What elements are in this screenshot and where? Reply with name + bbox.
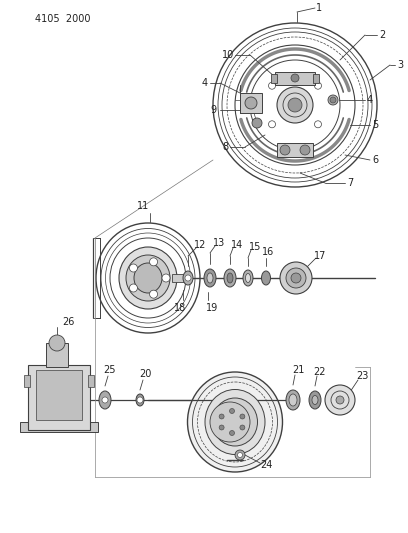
Circle shape [280, 262, 312, 294]
Circle shape [240, 425, 245, 430]
Text: 12: 12 [194, 240, 206, 250]
Bar [20, 422, 98, 432]
Text: 18: 18 [174, 303, 186, 313]
Ellipse shape [221, 407, 249, 437]
Text: 20: 20 [139, 369, 151, 379]
Ellipse shape [309, 391, 321, 409]
Ellipse shape [205, 390, 265, 455]
Circle shape [49, 335, 65, 351]
Text: 17: 17 [314, 251, 326, 261]
Circle shape [185, 275, 191, 281]
Text: 14: 14 [231, 240, 243, 250]
Ellipse shape [286, 390, 300, 410]
Text: 3: 3 [397, 60, 403, 70]
Circle shape [280, 145, 290, 155]
Bar [36, 370, 82, 420]
Text: 22: 22 [314, 367, 326, 377]
Circle shape [300, 145, 310, 155]
Text: 25: 25 [104, 365, 116, 375]
Bar [24, 375, 30, 387]
Circle shape [291, 273, 301, 283]
Ellipse shape [213, 398, 257, 446]
Bar [172, 274, 184, 282]
Ellipse shape [224, 269, 236, 287]
Ellipse shape [136, 394, 144, 406]
Circle shape [268, 82, 275, 89]
Circle shape [252, 118, 262, 128]
Bar [313, 74, 319, 83]
Ellipse shape [312, 395, 318, 405]
Circle shape [219, 414, 224, 419]
Ellipse shape [207, 273, 213, 283]
Ellipse shape [262, 271, 271, 285]
Text: 7: 7 [347, 178, 353, 188]
Circle shape [286, 268, 306, 288]
Ellipse shape [246, 273, 251, 282]
Circle shape [129, 264, 137, 272]
Text: 26: 26 [62, 317, 74, 327]
Circle shape [336, 396, 344, 404]
Circle shape [150, 290, 157, 298]
Ellipse shape [204, 269, 216, 287]
Ellipse shape [126, 255, 170, 301]
Text: 16: 16 [262, 247, 274, 257]
Text: 13: 13 [213, 238, 225, 248]
Circle shape [291, 74, 299, 82]
Ellipse shape [99, 391, 111, 409]
Text: 5: 5 [372, 120, 378, 130]
Text: 9: 9 [210, 105, 216, 115]
Circle shape [129, 284, 137, 292]
Circle shape [237, 453, 242, 457]
Text: 11: 11 [137, 201, 149, 211]
Circle shape [210, 402, 250, 442]
Ellipse shape [134, 263, 162, 293]
Bar [271, 74, 277, 83]
Circle shape [162, 274, 170, 282]
Text: 10: 10 [222, 50, 234, 60]
Ellipse shape [119, 247, 177, 309]
Text: 23: 23 [356, 371, 368, 381]
Ellipse shape [243, 270, 253, 286]
Text: 4105  2000: 4105 2000 [35, 14, 91, 24]
Bar [277, 143, 313, 157]
Bar [240, 93, 262, 113]
Circle shape [150, 258, 157, 266]
Bar [275, 72, 315, 85]
Circle shape [277, 87, 313, 123]
Circle shape [315, 121, 322, 128]
Bar [46, 343, 68, 367]
Text: 4: 4 [202, 78, 208, 88]
Text: 4: 4 [367, 95, 373, 105]
Circle shape [102, 397, 108, 403]
Circle shape [219, 425, 224, 430]
Circle shape [137, 397, 143, 403]
Circle shape [235, 450, 245, 460]
Text: 21: 21 [292, 365, 304, 375]
Text: 24: 24 [260, 460, 272, 470]
Circle shape [330, 97, 336, 103]
Circle shape [328, 95, 338, 105]
Bar [28, 365, 90, 430]
Text: 19: 19 [206, 303, 218, 313]
Text: 6: 6 [372, 155, 378, 165]
Circle shape [229, 408, 235, 414]
Circle shape [288, 98, 302, 112]
Ellipse shape [289, 394, 297, 406]
Circle shape [325, 385, 355, 415]
Ellipse shape [227, 273, 233, 283]
Text: 1: 1 [316, 3, 322, 13]
Circle shape [315, 82, 322, 89]
Circle shape [240, 414, 245, 419]
Text: 8: 8 [222, 142, 228, 152]
Circle shape [268, 121, 275, 128]
Ellipse shape [183, 271, 193, 285]
Circle shape [245, 97, 257, 109]
Bar [88, 375, 94, 387]
Text: 15: 15 [249, 242, 261, 252]
Text: 2: 2 [379, 30, 385, 40]
Ellipse shape [188, 372, 282, 472]
Circle shape [229, 431, 235, 435]
